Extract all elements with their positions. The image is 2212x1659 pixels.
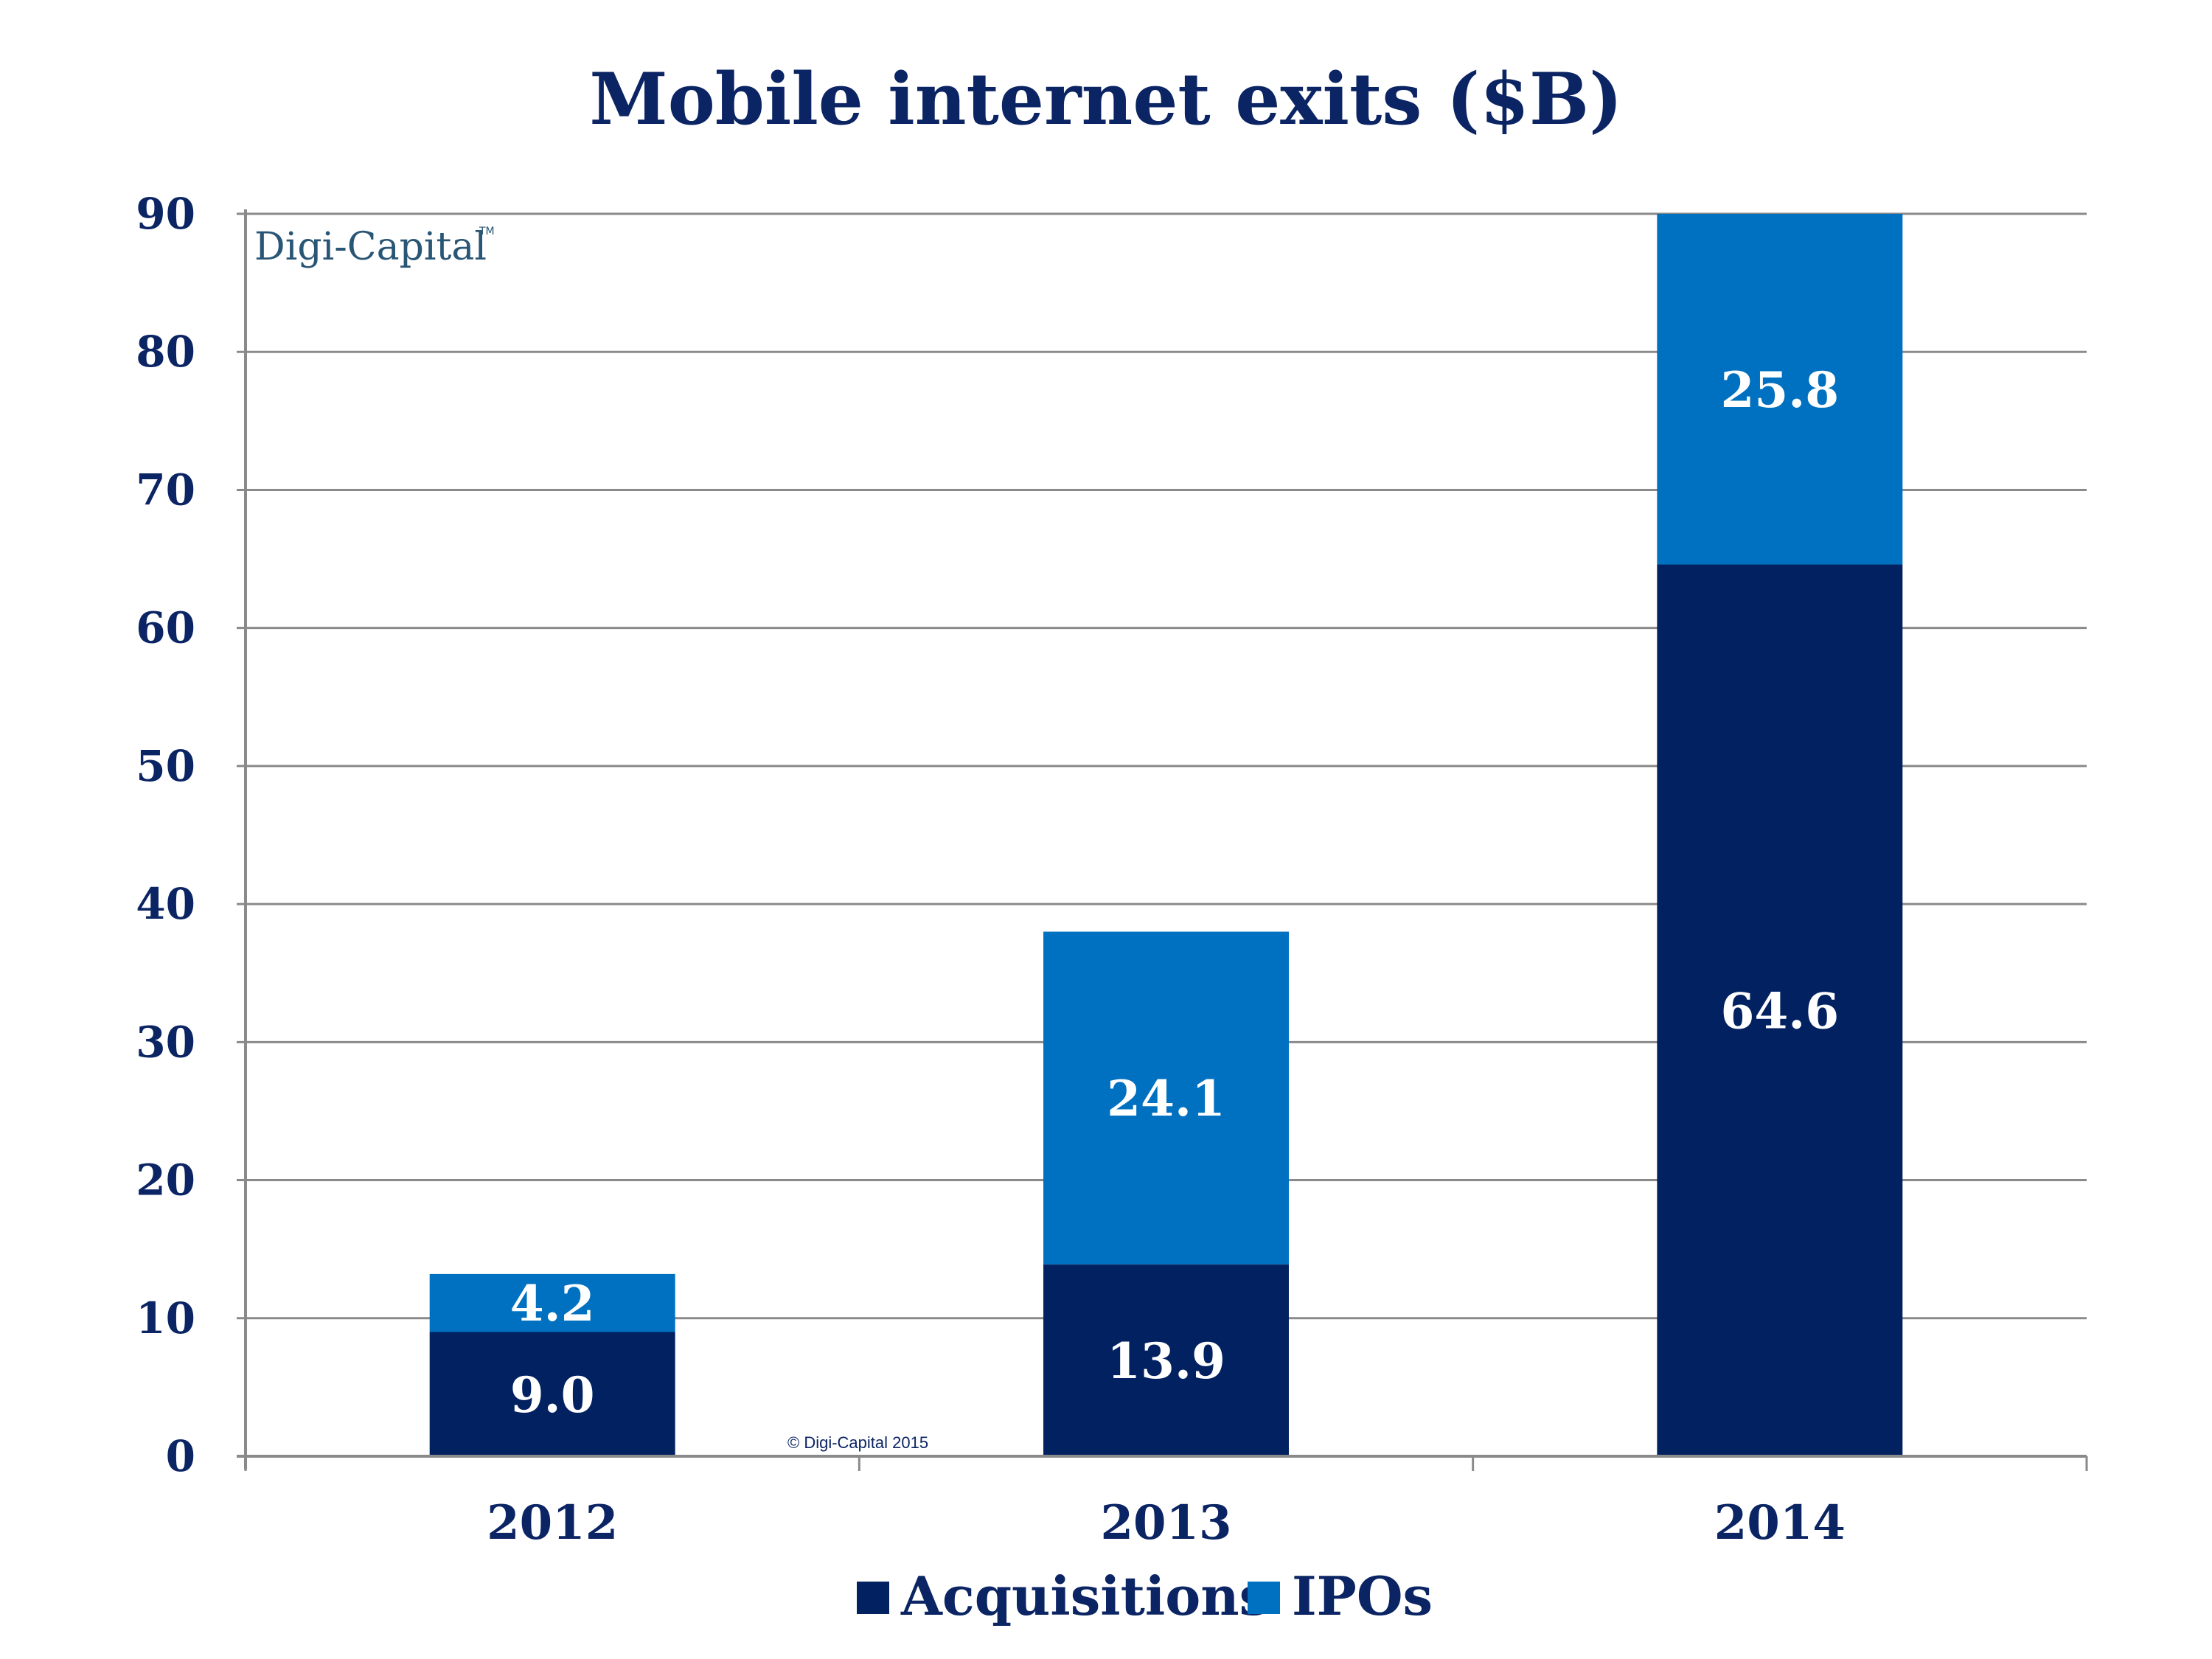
watermark-logo: Digi-Capital TM bbox=[254, 225, 495, 269]
legend: Acquisitions IPOs bbox=[857, 1565, 1433, 1627]
data-label-ipos-2013: 24.1 bbox=[1107, 1070, 1225, 1127]
y-tick-label: 10 bbox=[136, 1293, 195, 1343]
bar-acquisitions-2013 bbox=[1043, 1264, 1289, 1456]
x-tick-label: 2014 bbox=[1714, 1495, 1846, 1551]
legend-label-ipos: IPOs bbox=[1292, 1565, 1433, 1627]
x-axis-ticks: 2012 2013 2014 bbox=[487, 1495, 1846, 1551]
legend-swatch-acquisitions bbox=[857, 1582, 889, 1614]
bar-acquisitions-2012 bbox=[429, 1332, 675, 1456]
y-tick-label: 40 bbox=[136, 879, 195, 929]
legend-label-acquisitions: Acquisitions bbox=[900, 1565, 1269, 1627]
y-axis-ticks: 0 10 20 30 40 50 60 70 80 90 bbox=[136, 189, 195, 1481]
legend-swatch-ipos bbox=[1248, 1582, 1280, 1614]
y-tick-label: 30 bbox=[136, 1017, 195, 1067]
y-tick-label: 60 bbox=[136, 603, 195, 653]
bar-acquisitions-2014 bbox=[1657, 564, 1903, 1456]
x-tick-label: 2012 bbox=[487, 1495, 618, 1551]
brand-logo-text: Digi-Capital bbox=[254, 225, 487, 269]
data-label-acquisitions-2014: 64.6 bbox=[1720, 982, 1839, 1040]
y-tick-label: 90 bbox=[136, 189, 195, 239]
axes bbox=[237, 209, 2088, 1471]
x-tick-label: 2013 bbox=[1100, 1495, 1231, 1551]
bar-ipos-2012 bbox=[429, 1273, 675, 1332]
y-tick-label: 80 bbox=[136, 327, 195, 377]
data-label-ipos-2012: 4.2 bbox=[510, 1275, 595, 1332]
data-label-acquisitions-2013: 13.9 bbox=[1107, 1332, 1225, 1390]
copyright-note: © Digi-Capital 2015 bbox=[787, 1433, 928, 1452]
data-label-ipos-2014: 25.8 bbox=[1720, 361, 1839, 419]
y-tick-label: 0 bbox=[166, 1431, 195, 1481]
data-labels: 9.0 4.2 13.9 24.1 64.6 25.8 bbox=[510, 361, 1839, 1424]
chart-title: Mobile internet exits ($B) bbox=[589, 58, 1622, 141]
y-tick-label: 70 bbox=[136, 465, 195, 515]
trademark-mark: TM bbox=[479, 226, 495, 237]
bar-ipos-2013 bbox=[1043, 931, 1289, 1265]
bar-ipos-2014 bbox=[1657, 214, 1903, 565]
y-tick-label: 20 bbox=[136, 1155, 195, 1206]
data-label-acquisitions-2012: 9.0 bbox=[510, 1366, 595, 1424]
bars bbox=[429, 214, 1903, 1456]
y-tick-label: 50 bbox=[136, 741, 195, 791]
